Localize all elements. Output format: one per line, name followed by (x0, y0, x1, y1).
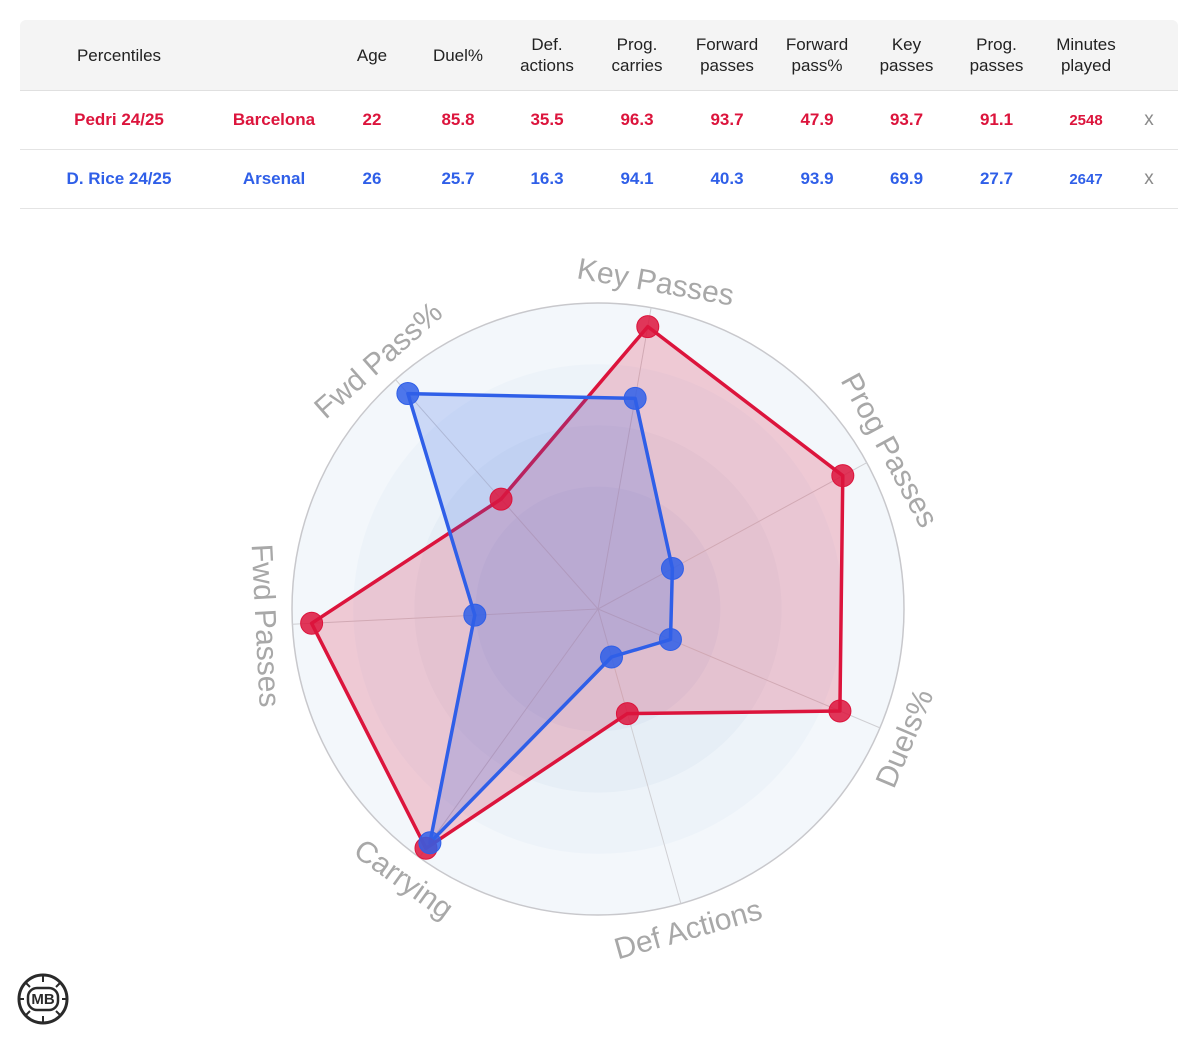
series-1-point (615, 702, 639, 726)
table-header: Percentiles Age Duel% Def. actions Prog. c… (20, 20, 1178, 91)
key-passes-value: 69.9 (889, 169, 924, 188)
table-row-rice: D. Rice 24/25 Arsenal 26 25.7 16.3 94.1 … (20, 150, 1178, 209)
radar-spoke (597, 307, 652, 610)
series-area-2 (406, 391, 675, 845)
percentiles-table: Percentiles Age Duel% Def. actions Prog. c… (20, 20, 1178, 209)
logo-text: MB (31, 991, 54, 1008)
forward-passes-value: 40.3 (710, 169, 744, 188)
series-2-point (396, 382, 420, 406)
series-1-point (489, 487, 513, 511)
mb-ball-logo-icon: MB (17, 973, 69, 1025)
duel-pct-value: 85.8 (441, 110, 475, 129)
series-2-point (600, 645, 624, 669)
series-2-point (623, 386, 647, 410)
header-minutes-played: Minutes played (1056, 35, 1116, 75)
series-1-point (300, 611, 324, 635)
series-1-point (828, 699, 852, 723)
header-forward-passes: Forward passes (695, 35, 759, 75)
axis-label: Fwd Passes (245, 543, 286, 708)
prog-passes-value: 91.1 (979, 110, 1014, 129)
series-2-point (658, 628, 682, 652)
series-1-point (831, 464, 855, 488)
table-row-pedri: Pedri 24/25 Barcelona 22 85.8 35.5 96.3 … (20, 91, 1178, 150)
team-name: Barcelona (232, 110, 316, 129)
prog-passes-value: 27.7 (979, 169, 1014, 188)
age-value: 26 (362, 169, 382, 188)
header-prog-carries: Prog. carries (611, 35, 663, 75)
radar-spoke (292, 608, 599, 625)
key-passes-value: 93.7 (889, 110, 924, 129)
age-value: 22 (362, 110, 382, 129)
radar-outer-ring (291, 302, 905, 916)
series-area-1 (309, 324, 845, 851)
prog-carries-value: 96.3 (620, 110, 654, 129)
header-key-passes: Key passes (879, 35, 934, 75)
remove-player-button[interactable]: x (1144, 168, 1154, 189)
prog-carries-value: 94.1 (620, 169, 654, 188)
header-forward-pass-pct: Forward pass% (785, 35, 849, 75)
player-name: D. Rice 24/25 (66, 169, 172, 188)
radar-spoke (418, 608, 599, 858)
forward-passes-value: 93.7 (710, 110, 744, 129)
def-actions-value: 16.3 (530, 169, 564, 188)
header-percentiles: Percentiles (76, 45, 162, 65)
series-1-point (636, 315, 660, 339)
team-name: Arsenal (242, 169, 306, 188)
forward-pass-pct-value: 47.9 (800, 110, 834, 129)
header-prog-passes: Prog. passes (969, 35, 1024, 75)
series-2-point (418, 831, 442, 855)
remove-player-button[interactable]: x (1144, 109, 1154, 130)
forward-pass-pct-value: 93.9 (800, 169, 834, 188)
header-def-actions: Def. actions (520, 35, 574, 75)
def-actions-value: 35.5 (530, 110, 564, 129)
duel-pct-value: 25.7 (441, 169, 475, 188)
radar-spoke (597, 462, 867, 610)
minutes-value: 2647 (1069, 170, 1103, 188)
header-duel-pct: Duel% (432, 45, 484, 65)
series-2-point (660, 556, 684, 580)
header-age: Age (356, 45, 388, 65)
minutes-value: 2548 (1069, 111, 1103, 129)
mb-logo: MB (16, 972, 70, 1026)
player-name: Pedri 24/25 (74, 110, 164, 129)
series-2-point (463, 603, 487, 627)
